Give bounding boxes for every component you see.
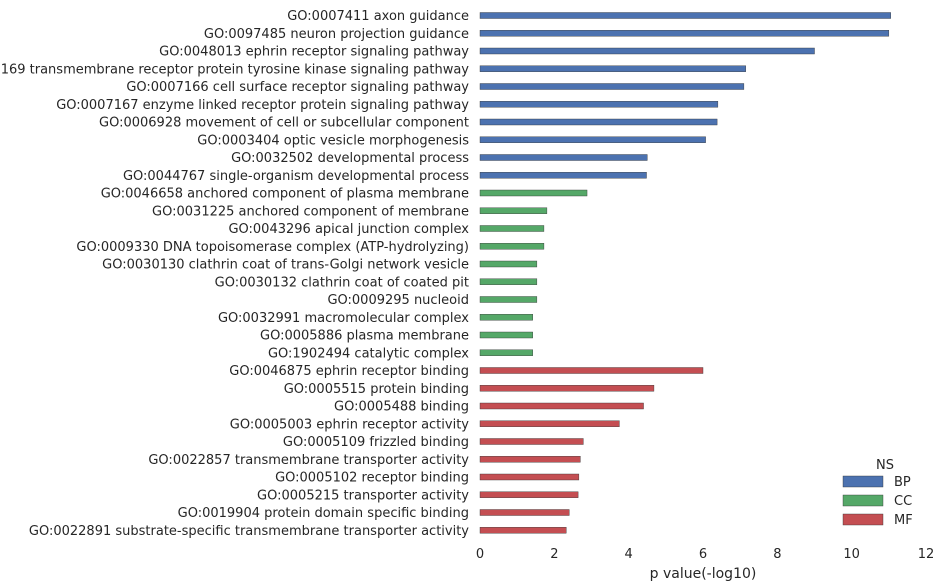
x-tick-label: 0 bbox=[476, 547, 484, 562]
bar-mf-3 bbox=[479, 420, 620, 427]
bar-cc-1 bbox=[479, 207, 548, 214]
legend-label-mf: MF bbox=[894, 513, 913, 528]
x-tick-label: 8 bbox=[773, 547, 781, 562]
category-label: GO:0022857 transmembrane transporter act… bbox=[148, 453, 469, 468]
bar-cc-5 bbox=[479, 278, 538, 285]
bar-cc-4 bbox=[479, 260, 538, 268]
bars-layer bbox=[479, 12, 891, 534]
x-tick-label: 2 bbox=[550, 547, 558, 562]
category-label: GO:0009295 nucleoid bbox=[327, 293, 469, 308]
category-label: GO:0032991 macromolecular complex bbox=[218, 311, 469, 326]
bar-bp-2 bbox=[479, 47, 815, 55]
legend-swatch-mf bbox=[842, 513, 884, 526]
bar-cc-0 bbox=[479, 189, 588, 197]
category-label: GO:0003404 optic vesicle morphogenesis bbox=[197, 133, 469, 148]
bar-cc-2 bbox=[479, 225, 545, 232]
bar-bp-7 bbox=[479, 136, 706, 143]
legend-label-cc: CC bbox=[894, 494, 912, 509]
bar-cc-8 bbox=[479, 331, 533, 339]
legend-swatch-bp bbox=[842, 475, 884, 488]
category-label: GO:0005102 receptor binding bbox=[275, 471, 469, 486]
bar-mf-6 bbox=[479, 473, 580, 481]
category-label: GO:0006928 movement of cell or subcellul… bbox=[99, 116, 469, 131]
category-label: GO:0031225 anchored component of membran… bbox=[152, 204, 469, 219]
bar-mf-7 bbox=[479, 491, 579, 498]
category-label: GO:0030130 clathrin coat of trans-Golgi … bbox=[102, 258, 469, 273]
category-labels: GO:0007411 axon guidance GO:0097485 neuro… bbox=[0, 9, 469, 539]
bar-bp-5 bbox=[479, 101, 719, 108]
bar-bp-4 bbox=[479, 83, 745, 90]
bar-bp-9 bbox=[479, 172, 647, 179]
legend-items: BP CC MF bbox=[842, 475, 913, 528]
category-label: GO:0097485 neuron projection guidance bbox=[204, 27, 469, 42]
x-axis-ticks: 0 2 4 6 8 10 12 bbox=[476, 547, 934, 562]
category-label: GO:0005109 frizzled binding bbox=[283, 435, 469, 450]
bar-bp-3 bbox=[479, 65, 746, 72]
bar-cc-6 bbox=[479, 296, 538, 303]
category-label: GO:0030132 clathrin coat of coated pit bbox=[215, 275, 469, 290]
bar-cc-3 bbox=[479, 243, 545, 250]
category-label: GO:0048013 ephrin receptor signaling pat… bbox=[159, 45, 469, 60]
category-label: GO:0007169 transmembrane receptor protei… bbox=[0, 62, 469, 77]
category-label: GO:0005003 ephrin receptor activity bbox=[230, 417, 470, 432]
category-label: GO:0005215 transporter activity bbox=[257, 488, 469, 503]
category-label: GO:0046658 anchored component of plasma … bbox=[101, 187, 469, 202]
category-label: GO:0007166 cell surface receptor signali… bbox=[126, 80, 469, 95]
x-tick-label: 6 bbox=[699, 547, 707, 562]
category-label: GO:0044767 single-organism developmental… bbox=[123, 169, 469, 184]
legend: NS BP CC MF bbox=[842, 458, 913, 528]
bar-mf-0 bbox=[479, 367, 704, 374]
category-label: GO:0022891 substrate-specific transmembr… bbox=[29, 524, 469, 539]
category-label: GO:0007167 enzyme linked receptor protei… bbox=[56, 98, 469, 113]
category-label: GO:0019904 protein domain specific bindi… bbox=[178, 506, 469, 521]
category-label: GO:1902494 catalytic complex bbox=[268, 346, 469, 361]
legend-title: NS bbox=[876, 458, 894, 473]
category-label: GO:0009330 DNA topoisomerase complex (AT… bbox=[76, 240, 469, 255]
x-tick-label: 12 bbox=[918, 547, 935, 562]
bar-mf-1 bbox=[479, 385, 655, 392]
bar-mf-2 bbox=[479, 402, 644, 410]
bar-bp-0 bbox=[479, 12, 891, 19]
bar-mf-4 bbox=[479, 438, 584, 445]
bar-bp-8 bbox=[479, 154, 648, 161]
x-tick-label: 4 bbox=[625, 547, 633, 562]
category-label: GO:0005886 plasma membrane bbox=[260, 329, 469, 344]
legend-label-bp: BP bbox=[894, 475, 911, 490]
category-label: GO:0046875 ephrin receptor binding bbox=[229, 364, 469, 379]
x-axis-title: p value(-log10) bbox=[650, 566, 757, 582]
bar-mf-8 bbox=[479, 509, 570, 516]
category-label: GO:0005488 binding bbox=[334, 400, 469, 415]
bar-mf-5 bbox=[479, 456, 581, 463]
x-tick-label: 10 bbox=[843, 547, 860, 562]
category-label: GO:0007411 axon guidance bbox=[287, 9, 469, 24]
category-label: GO:0032502 developmental process bbox=[231, 151, 469, 166]
category-label: GO:0005515 protein binding bbox=[284, 382, 469, 397]
bar-cc-7 bbox=[479, 314, 533, 321]
bar-mf-9 bbox=[479, 527, 567, 534]
legend-swatch-cc bbox=[842, 494, 884, 507]
category-label: GO:0043296 apical junction complex bbox=[228, 222, 469, 237]
bar-bp-6 bbox=[479, 118, 718, 126]
bar-cc-9 bbox=[479, 349, 533, 356]
bar-bp-1 bbox=[479, 30, 890, 37]
